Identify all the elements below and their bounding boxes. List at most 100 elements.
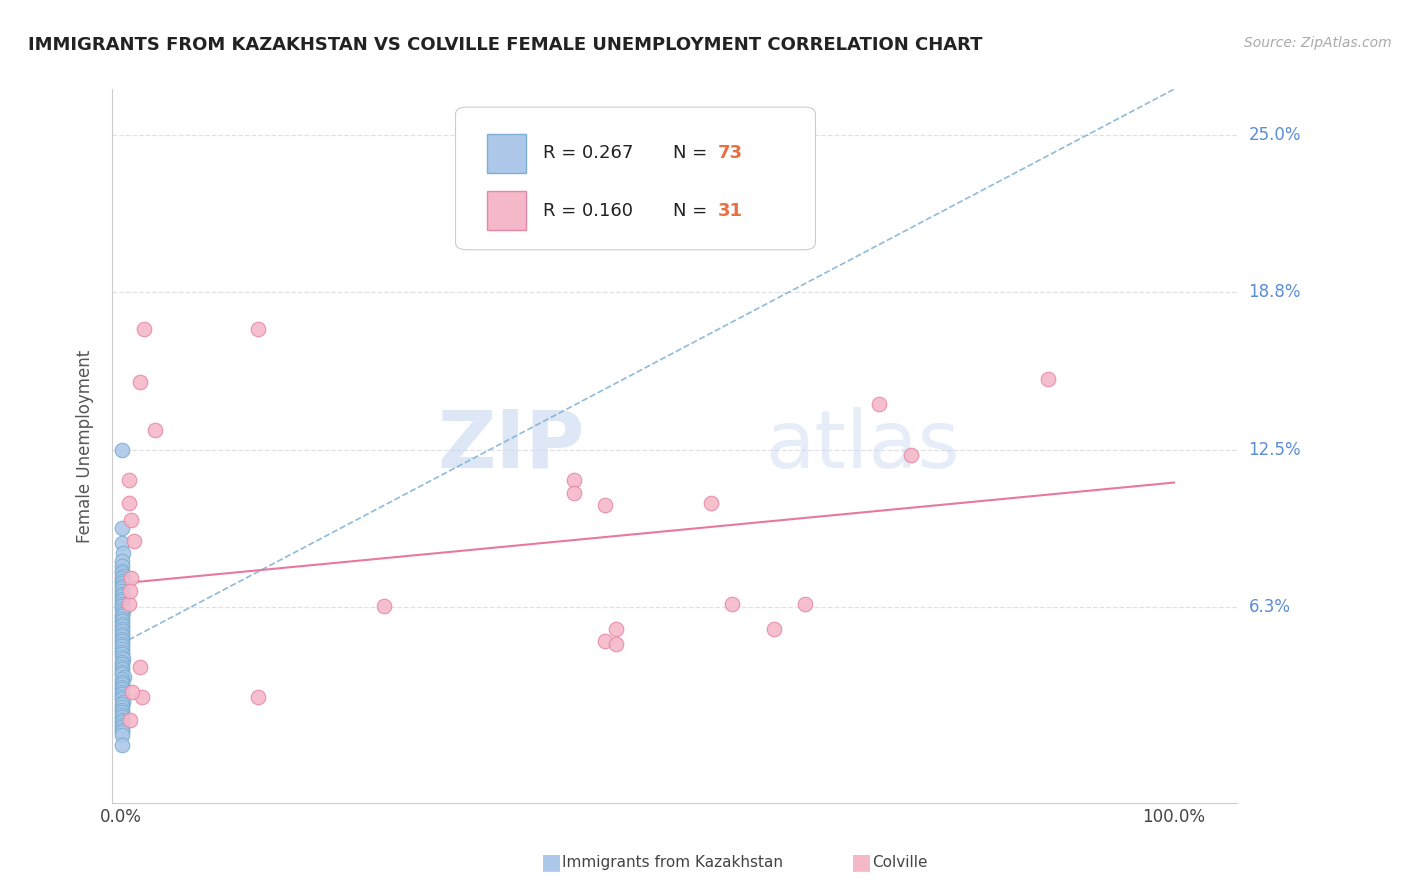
Point bbox=[111, 579, 134, 593]
Point bbox=[111, 680, 134, 694]
Text: R = 0.267: R = 0.267 bbox=[543, 145, 634, 162]
Point bbox=[111, 677, 134, 691]
Point bbox=[762, 622, 785, 636]
Point bbox=[111, 672, 134, 686]
Point bbox=[111, 627, 134, 641]
Point bbox=[373, 599, 395, 614]
Text: atlas: atlas bbox=[765, 407, 959, 485]
Point bbox=[111, 609, 134, 624]
Point bbox=[122, 533, 145, 548]
Point bbox=[131, 690, 153, 704]
Point bbox=[111, 566, 134, 581]
Text: R = 0.160: R = 0.160 bbox=[543, 202, 633, 219]
FancyBboxPatch shape bbox=[486, 134, 526, 173]
Point bbox=[595, 634, 617, 648]
Point bbox=[111, 599, 134, 614]
Point bbox=[118, 496, 141, 510]
Text: IMMIGRANTS FROM KAZAKHSTAN VS COLVILLE FEMALE UNEMPLOYMENT CORRELATION CHART: IMMIGRANTS FROM KAZAKHSTAN VS COLVILLE F… bbox=[28, 36, 983, 54]
Text: 25.0%: 25.0% bbox=[1249, 126, 1301, 144]
Point bbox=[132, 322, 155, 336]
Point bbox=[111, 717, 134, 731]
Point bbox=[111, 707, 134, 722]
Point bbox=[111, 662, 134, 676]
Point bbox=[111, 569, 134, 583]
Point bbox=[111, 702, 134, 716]
Point bbox=[868, 397, 890, 411]
Point bbox=[111, 738, 134, 752]
Text: ■: ■ bbox=[851, 853, 872, 872]
Point bbox=[111, 644, 134, 658]
Point bbox=[120, 713, 142, 727]
Point bbox=[111, 629, 134, 643]
Point bbox=[111, 695, 134, 709]
Point bbox=[111, 649, 134, 664]
Point bbox=[699, 496, 721, 510]
Point bbox=[111, 682, 134, 697]
Point bbox=[111, 728, 134, 742]
Point bbox=[111, 589, 134, 603]
Point bbox=[111, 652, 134, 666]
Point bbox=[111, 601, 134, 615]
Point bbox=[1036, 372, 1059, 386]
Point bbox=[111, 597, 134, 611]
Text: ZIP: ZIP bbox=[437, 407, 585, 485]
Point bbox=[246, 690, 269, 704]
Text: N =: N = bbox=[672, 145, 713, 162]
FancyBboxPatch shape bbox=[456, 107, 815, 250]
Point bbox=[794, 597, 817, 611]
Point bbox=[111, 692, 134, 706]
Point bbox=[111, 700, 134, 714]
Text: 12.5%: 12.5% bbox=[1249, 441, 1301, 458]
Point bbox=[111, 665, 134, 679]
Point bbox=[111, 546, 134, 560]
Point bbox=[111, 574, 134, 588]
Point bbox=[720, 597, 742, 611]
Point bbox=[111, 690, 134, 704]
Point bbox=[111, 713, 134, 727]
Point bbox=[111, 715, 134, 730]
Point bbox=[111, 725, 134, 739]
Point bbox=[111, 640, 134, 654]
Point bbox=[111, 698, 134, 712]
Point bbox=[121, 685, 143, 699]
Point bbox=[128, 659, 150, 673]
Point bbox=[246, 322, 269, 336]
Point bbox=[111, 659, 134, 673]
Point bbox=[111, 586, 134, 600]
Point bbox=[111, 571, 134, 585]
Point bbox=[112, 670, 135, 684]
Text: ■: ■ bbox=[541, 853, 562, 872]
Point bbox=[510, 183, 533, 197]
Point bbox=[111, 521, 134, 535]
Point bbox=[111, 705, 134, 719]
Point bbox=[128, 375, 150, 389]
Point bbox=[111, 594, 134, 608]
Point bbox=[111, 607, 134, 621]
Point bbox=[111, 619, 134, 633]
Point bbox=[111, 634, 134, 648]
Point bbox=[111, 612, 134, 626]
Point bbox=[111, 674, 134, 689]
Text: 73: 73 bbox=[717, 145, 742, 162]
Text: Source: ZipAtlas.com: Source: ZipAtlas.com bbox=[1244, 36, 1392, 50]
Text: 6.3%: 6.3% bbox=[1249, 599, 1291, 616]
Point bbox=[111, 632, 134, 646]
FancyBboxPatch shape bbox=[486, 191, 526, 230]
Point bbox=[111, 685, 134, 699]
Point bbox=[111, 637, 134, 651]
Point bbox=[143, 423, 166, 437]
Point bbox=[111, 614, 134, 628]
Text: Colville: Colville bbox=[872, 855, 927, 870]
Point bbox=[118, 597, 141, 611]
Point bbox=[111, 723, 134, 737]
Point bbox=[111, 667, 134, 681]
Point bbox=[900, 448, 922, 462]
Point bbox=[111, 591, 134, 606]
Point bbox=[111, 655, 134, 669]
Point bbox=[120, 513, 142, 527]
Point bbox=[562, 473, 585, 487]
Point bbox=[120, 584, 142, 599]
Point bbox=[111, 554, 134, 568]
Point bbox=[111, 647, 134, 661]
Text: 31: 31 bbox=[717, 202, 742, 219]
